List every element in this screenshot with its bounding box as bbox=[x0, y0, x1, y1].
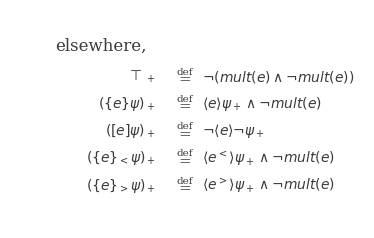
Text: $\langle e\rangle\psi_+ \wedge \neg\mathit{mult}(e)$: $\langle e\rangle\psi_+ \wedge \neg\math… bbox=[202, 95, 322, 113]
Text: elsewhere,: elsewhere, bbox=[55, 38, 147, 55]
Text: $(\{e\}_{<}\psi)_+$: $(\{e\}_{<}\psi)_+$ bbox=[86, 149, 156, 168]
Text: def: def bbox=[176, 177, 193, 186]
Text: $\top_+$: $\top_+$ bbox=[127, 69, 156, 85]
Text: $([e]\psi)_+$: $([e]\psi)_+$ bbox=[105, 122, 156, 140]
Text: =: = bbox=[178, 73, 191, 87]
Text: $(\{e\}\psi)_+$: $(\{e\}\psi)_+$ bbox=[98, 95, 156, 113]
Text: $(\{e\}_{>}\psi)_+$: $(\{e\}_{>}\psi)_+$ bbox=[86, 177, 156, 195]
Text: def: def bbox=[176, 122, 193, 131]
Text: =: = bbox=[178, 100, 191, 114]
Text: def: def bbox=[176, 95, 193, 104]
Text: $\neg(\mathit{mult}(e) \wedge \neg\mathit{mult}(e))$: $\neg(\mathit{mult}(e) \wedge \neg\mathi… bbox=[202, 69, 354, 85]
Text: =: = bbox=[178, 182, 191, 196]
Text: $\langle e^{>}\rangle\psi_+ \wedge \neg\mathit{mult}(e)$: $\langle e^{>}\rangle\psi_+ \wedge \neg\… bbox=[202, 176, 335, 195]
Text: =: = bbox=[178, 155, 191, 169]
Text: def: def bbox=[176, 68, 193, 77]
Text: $\langle e^{<}\rangle\psi_+ \wedge \neg\mathit{mult}(e)$: $\langle e^{<}\rangle\psi_+ \wedge \neg\… bbox=[202, 149, 335, 168]
Text: =: = bbox=[178, 128, 191, 142]
Text: def: def bbox=[176, 149, 193, 159]
Text: $\neg\langle e\rangle\neg\psi_+$: $\neg\langle e\rangle\neg\psi_+$ bbox=[202, 122, 264, 140]
